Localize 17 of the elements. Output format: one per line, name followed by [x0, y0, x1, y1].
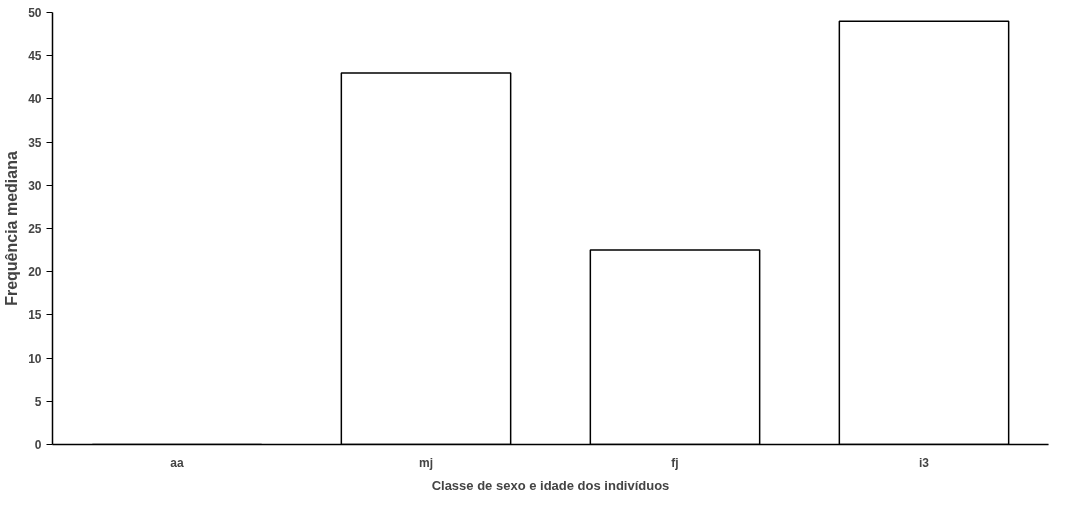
- x-tick-label: aa: [170, 455, 184, 470]
- x-tick-label: i3: [919, 455, 930, 470]
- y-tick-label: 15: [28, 308, 42, 323]
- x-axis-title: Classe de sexo e idade dos indivíduos: [431, 477, 670, 493]
- y-tick-label: 30: [28, 178, 42, 193]
- y-tick-label: 45: [28, 49, 42, 64]
- y-tick-label: 25: [28, 222, 42, 236]
- y-axis-title: Frequência mediana: [3, 151, 21, 306]
- y-tick-label: 50: [28, 6, 42, 20]
- y-tick-label: 35: [28, 135, 42, 150]
- y-tick-label: 5: [34, 394, 42, 409]
- y-tick-label: 10: [28, 351, 42, 366]
- x-tick-label: mj: [419, 455, 434, 470]
- y-tick-label: 20: [28, 265, 42, 280]
- x-tick-label: fj: [671, 455, 679, 470]
- y-tick-label: 0: [34, 438, 42, 452]
- y-tick-label: 40: [28, 92, 42, 107]
